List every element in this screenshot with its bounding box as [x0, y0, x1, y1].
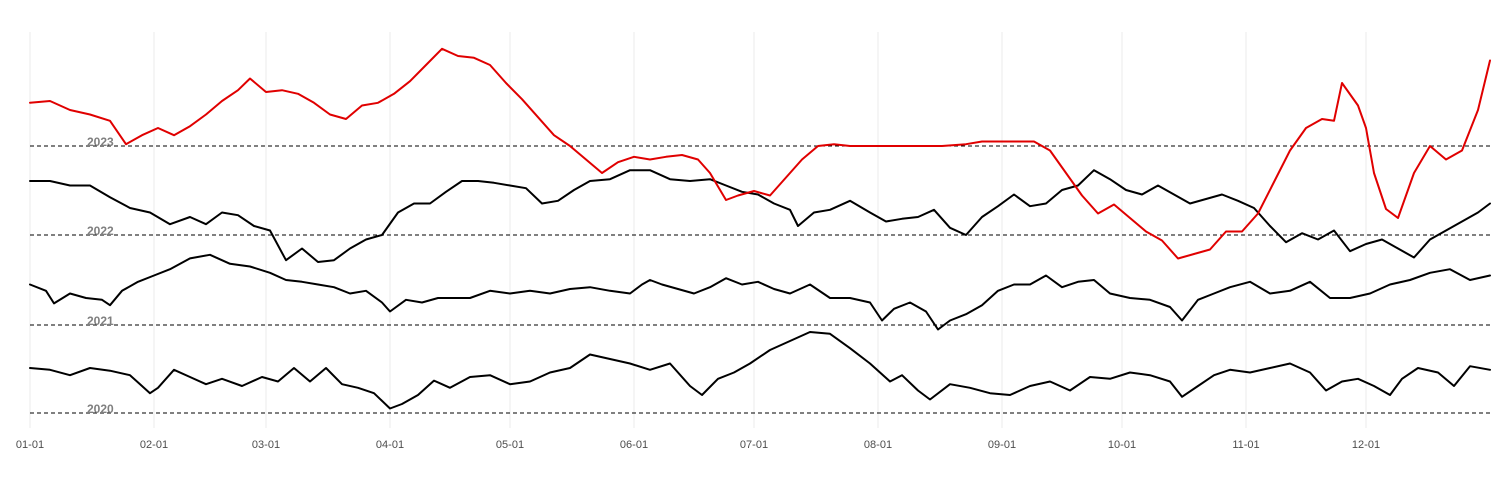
x-tick-label: 08-01 [864, 439, 892, 451]
x-tick-label: 10-01 [1108, 439, 1136, 451]
x-tick-label: 06-01 [620, 439, 648, 451]
gridlines [29, 32, 1367, 428]
x-tick-label: 09-01 [988, 439, 1016, 451]
baseline-label-2021: 2021 [87, 314, 114, 328]
baseline-label-2023: 2023 [87, 135, 114, 149]
series-line-2022 [29, 169, 1491, 263]
series-line-2021 [29, 253, 1491, 331]
baseline-label-2020: 2020 [87, 402, 114, 416]
x-tick-label: 04-01 [376, 439, 404, 451]
x-tick-label: 07-01 [740, 439, 768, 451]
x-tick-label: 12-01 [1352, 439, 1380, 451]
x-tick-label: 11-01 [1232, 439, 1259, 451]
x-axis-ticks: 01-01 02-01 03-01 04-01 05-01 06-01 07-01 08-01… [16, 439, 1380, 451]
x-tick-label: 01-01 [16, 439, 44, 451]
x-tick-label: 02-01 [140, 439, 168, 451]
series-line-2023 [29, 47, 1491, 260]
x-tick-label: 05-01 [496, 439, 524, 451]
series-line-2020 [29, 331, 1491, 410]
x-tick-label: 03-01 [252, 439, 280, 451]
baseline-label-2022: 2022 [87, 224, 114, 238]
year-baselines: 2020 2021 2022 2023 [30, 135, 1490, 416]
series-lines [29, 47, 1491, 410]
